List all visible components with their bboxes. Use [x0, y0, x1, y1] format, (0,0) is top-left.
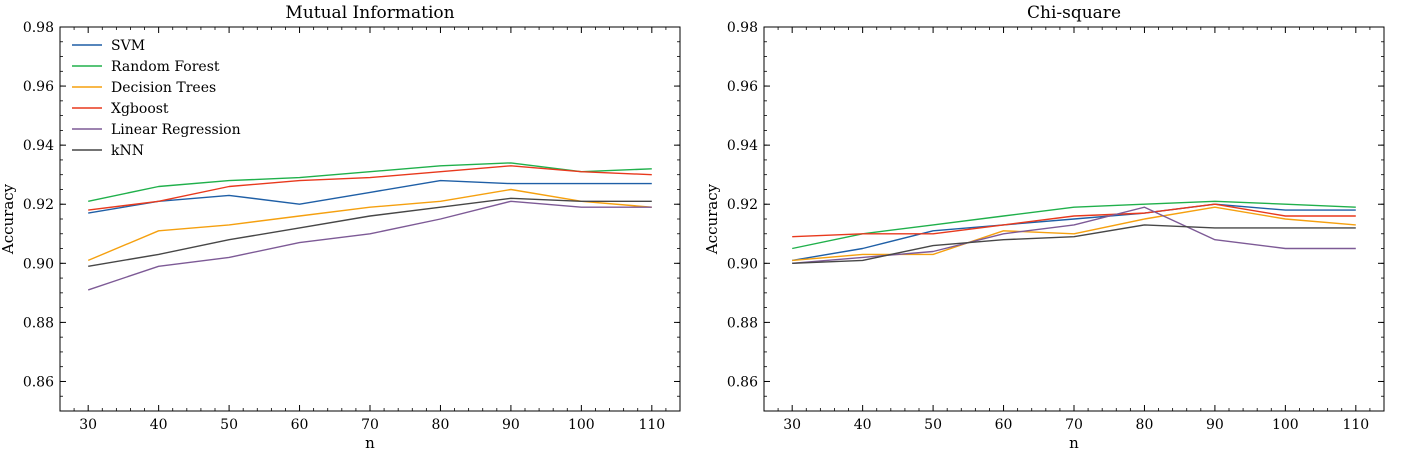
legend-label-xgboost: Xgboost	[111, 101, 169, 117]
x-tick-label: 50	[220, 417, 238, 433]
legend-label-random-forest: Random Forest	[111, 59, 220, 75]
y-tick-label: 0.92	[727, 197, 758, 213]
chart-title: Mutual Information	[285, 3, 454, 23]
x-tick-label: 80	[1136, 417, 1154, 433]
x-tick-label: 40	[150, 417, 168, 433]
x-tick-label: 110	[1342, 417, 1369, 433]
y-tick-label: 0.88	[727, 315, 758, 331]
x-tick-label: 60	[995, 417, 1013, 433]
legend-label-linear-regression: Linear Regression	[111, 122, 241, 138]
legend: SVM Random Forest Decision Trees Xgboost Lin…	[72, 38, 241, 159]
y-tick-label: 0.86	[23, 374, 54, 390]
y-tick-label: 0.98	[23, 20, 54, 36]
series-line-svm	[88, 179, 652, 214]
legend-label-decision-trees: Decision Trees	[111, 80, 216, 96]
legend-label-svm: SVM	[111, 38, 145, 54]
x-tick-label: 30	[79, 417, 97, 433]
series-line-svm	[792, 203, 1356, 262]
y-tick-label: 0.86	[727, 374, 758, 390]
x-tick-label: 60	[291, 417, 309, 433]
series-line-decision-trees	[87, 188, 652, 262]
series-line-linear-regression	[87, 200, 652, 291]
y-tick-label: 0.90	[23, 256, 54, 272]
series-line-knn	[88, 197, 652, 267]
y-axis-title: Accuracy	[703, 183, 721, 255]
series-line-xgboost	[792, 203, 1356, 238]
x-tick-label: 70	[361, 417, 379, 433]
series-line-knn	[792, 224, 1356, 264]
x-tick-label: 100	[1272, 417, 1299, 433]
y-tick-label: 0.94	[727, 138, 758, 154]
y-tick-label: 0.96	[23, 79, 54, 95]
x-tick-label: 70	[1065, 417, 1083, 433]
x-tick-label: 100	[568, 417, 595, 433]
x-tick-label: 50	[924, 417, 942, 433]
y-tick-label: 0.94	[23, 138, 54, 154]
y-tick-label: 0.88	[23, 315, 54, 331]
x-tick-label: 80	[432, 417, 450, 433]
x-tick-label: 90	[502, 417, 520, 433]
legend-label-knn: kNN	[111, 143, 144, 159]
x-tick-label: 30	[783, 417, 801, 433]
x-axis-title: n	[1069, 434, 1079, 452]
series-line-xgboost	[88, 165, 652, 211]
y-tick-label: 0.98	[727, 20, 758, 36]
y-tick-label: 0.96	[727, 79, 758, 95]
chart-panel-1: Mutual Information 0.86 0.88 0.90 0.92 0.94 0.…	[0, 3, 681, 452]
x-tick-label: 110	[638, 417, 665, 433]
x-tick-label: 40	[854, 417, 872, 433]
chart-title: Chi-square	[1027, 3, 1121, 23]
y-tick-label: 0.92	[23, 197, 54, 213]
series-line-decision-trees	[792, 206, 1356, 262]
x-axis-title: n	[365, 434, 375, 452]
y-tick-label: 0.90	[727, 256, 758, 272]
series-line-random-forest	[88, 162, 652, 202]
series-line-random-forest	[792, 200, 1356, 250]
x-tick-label: 90	[1206, 417, 1224, 433]
y-axis-title: Accuracy	[0, 183, 17, 255]
chart-panel-2: Chi-square 0.86 0.88 0.90 0.92 0.94 0.96 0.98 30…	[703, 3, 1385, 452]
